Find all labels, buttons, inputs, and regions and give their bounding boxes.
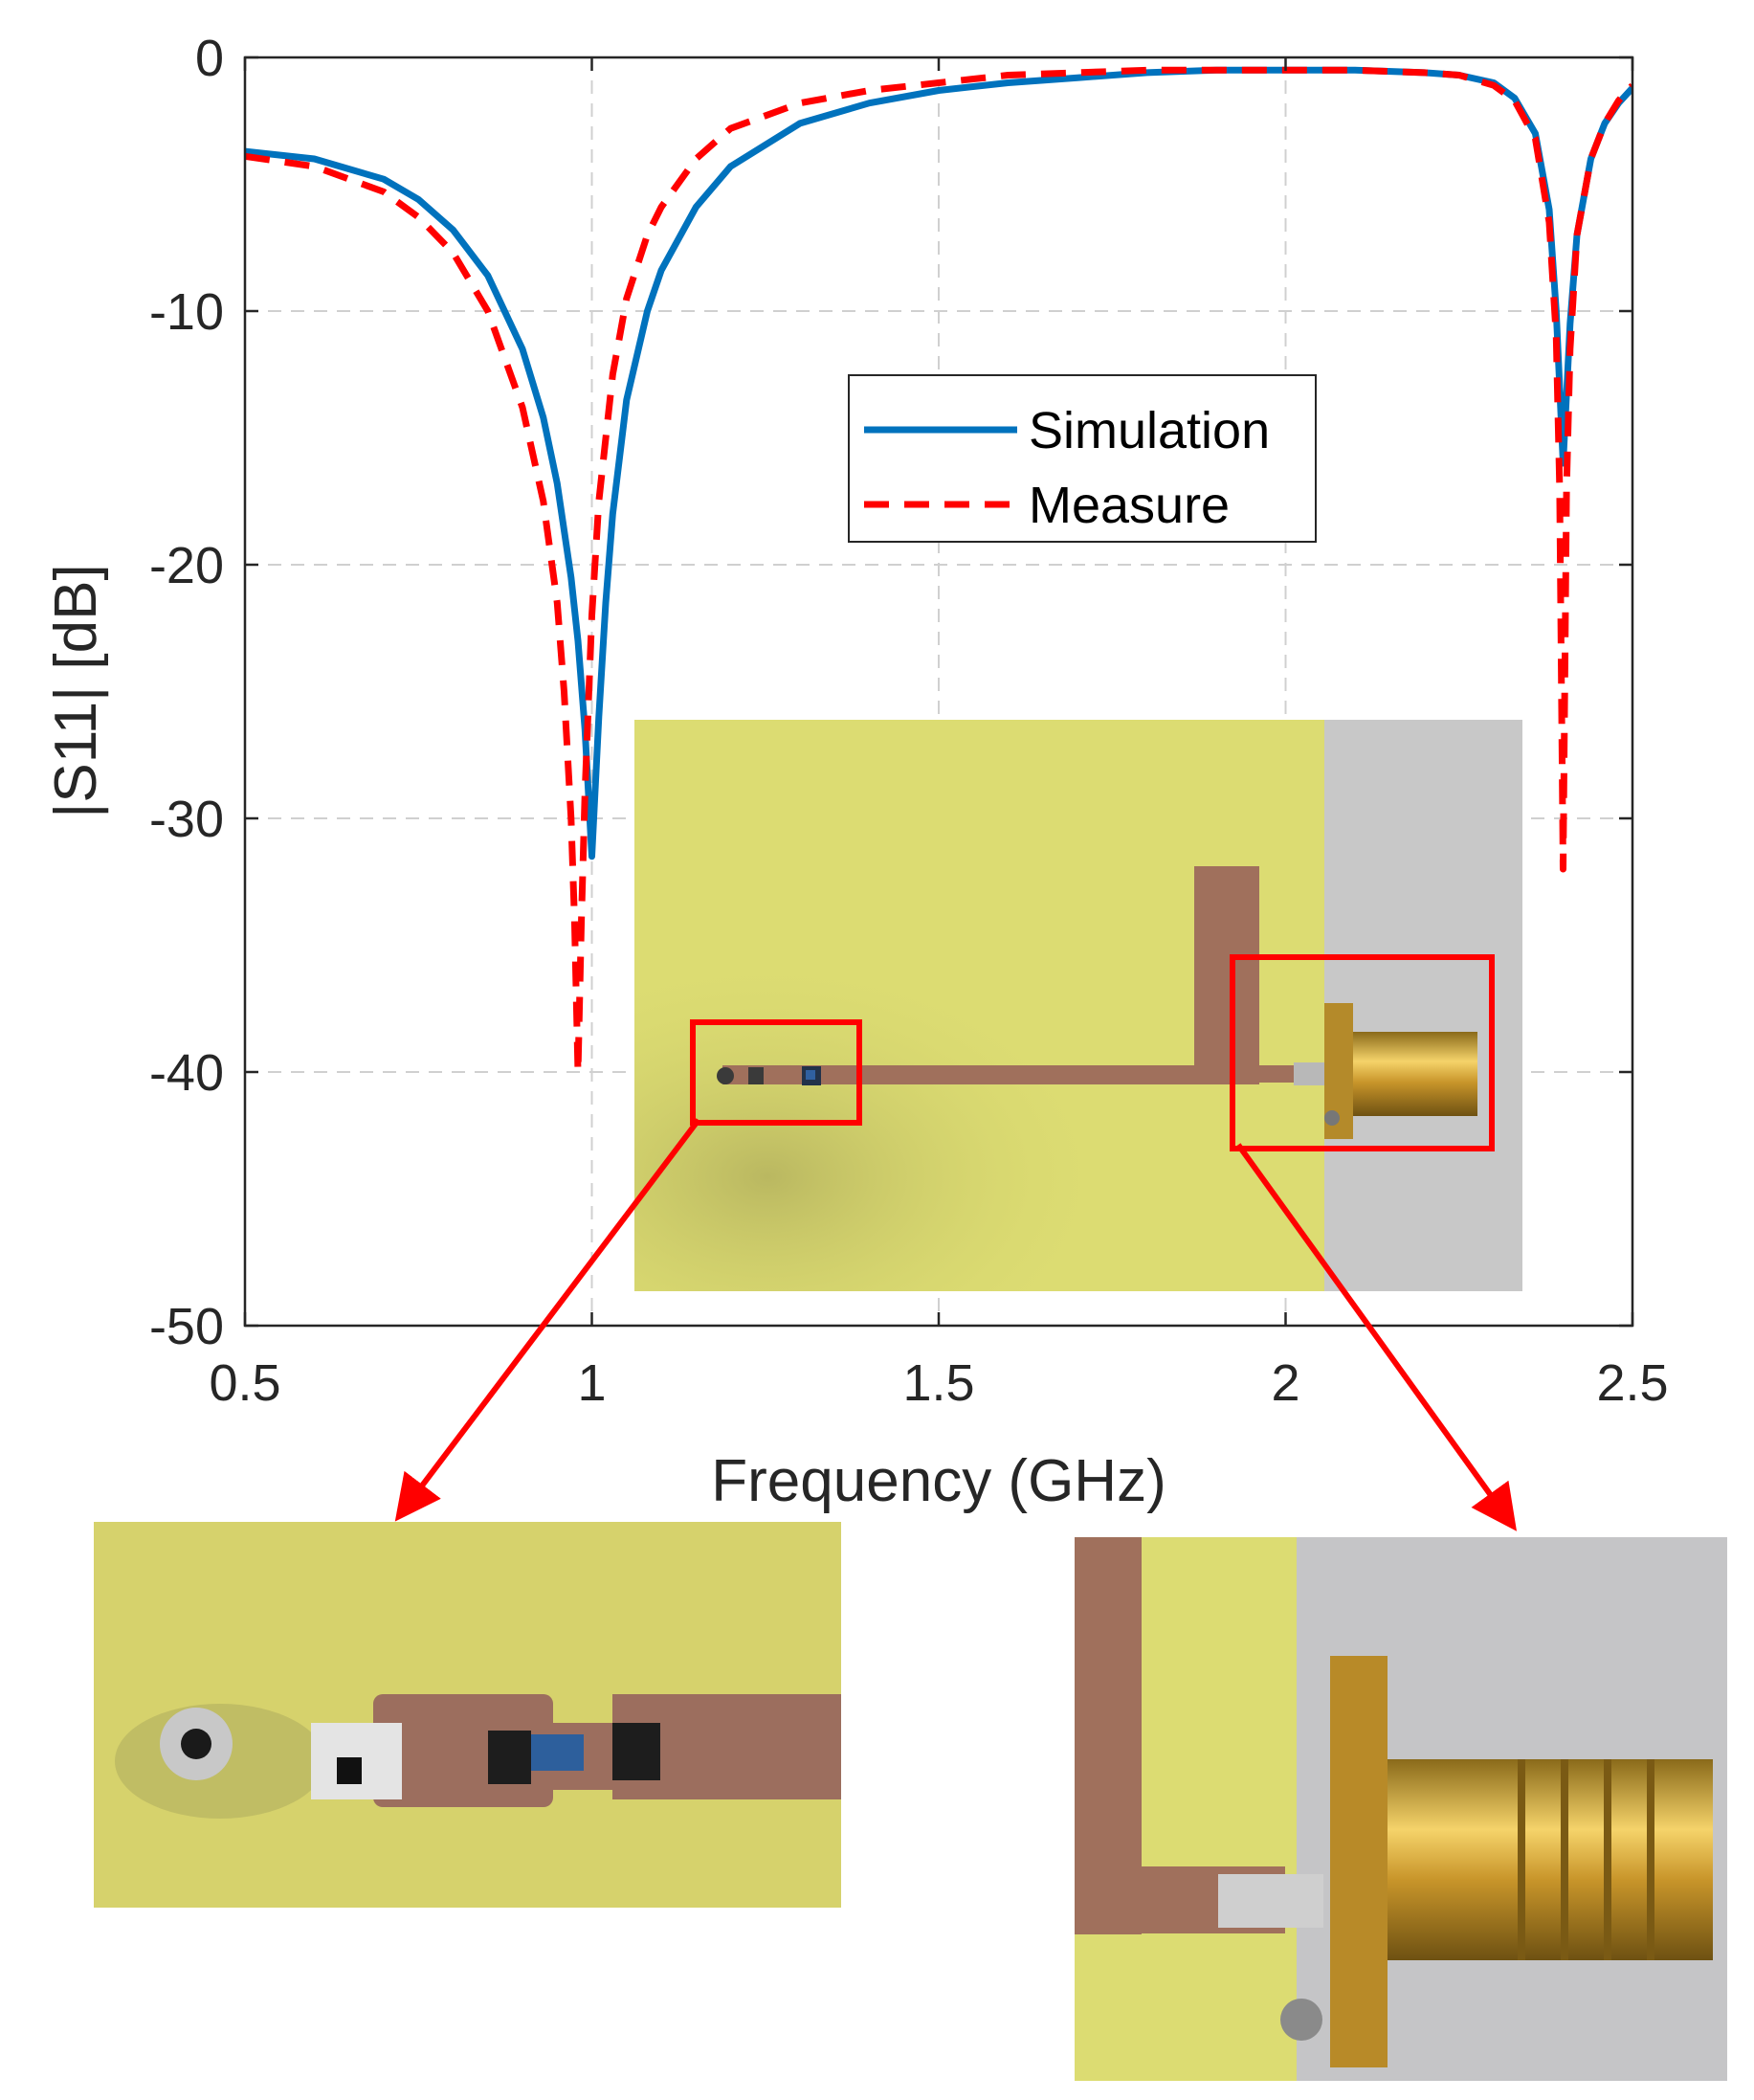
callout-box-right [1230, 954, 1495, 1151]
zoom-photo-connector [1075, 1537, 1727, 2081]
x-tick-label: 2 [1271, 1354, 1299, 1412]
x-tick-label: 0.5 [209, 1354, 280, 1412]
y-axis-label: |S11| [dB] [43, 564, 109, 817]
y-tick-label: -30 [149, 791, 224, 848]
legend: Simulation Measure [848, 374, 1317, 543]
y-tick-label: -20 [149, 537, 224, 594]
legend-label-measure: Measure [1029, 477, 1230, 534]
y-tick-label: 0 [195, 30, 224, 87]
zoom-photo-components [94, 1522, 841, 1908]
y-tick-label: -50 [149, 1298, 224, 1355]
axis-ticks [243, 56, 1634, 1328]
x-tick-label: 2.5 [1596, 1354, 1668, 1412]
y-tick-label: -10 [149, 283, 224, 341]
pcb-photo-inset [634, 720, 1522, 1291]
y-tick-label: -40 [149, 1044, 224, 1102]
x-tick-label: 1.5 [902, 1354, 974, 1412]
legend-label-simulation: Simulation [1029, 402, 1270, 459]
x-tick-label: 1 [577, 1354, 606, 1412]
callout-box-left [690, 1019, 862, 1126]
callout-arrow-right [1235, 1143, 1518, 1531]
callout-arrow-left [394, 1118, 701, 1522]
tick-labels: 0.5 1 1.5 2 2.5 0 -10 -20 -30 -40 -50 [149, 30, 1669, 1412]
series-line-measure [245, 66, 1632, 1076]
legend-box [848, 374, 1317, 543]
x-axis-label: Frequency (GHz) [711, 1448, 1166, 1514]
series-line-simulation [245, 66, 1632, 860]
